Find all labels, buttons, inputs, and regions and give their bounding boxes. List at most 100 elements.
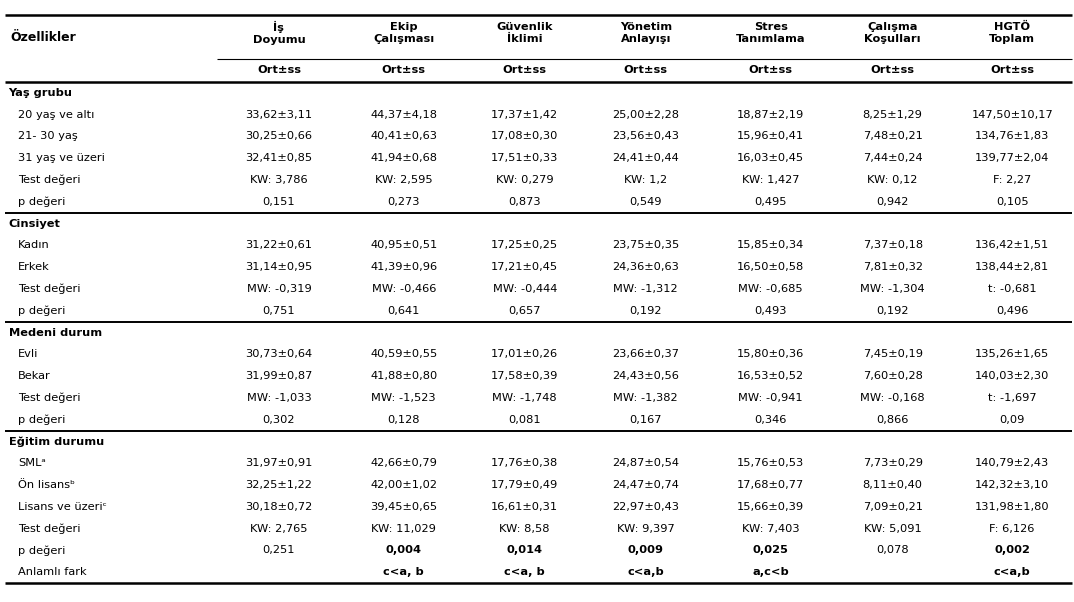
- Text: 17,01±0,26: 17,01±0,26: [491, 349, 558, 359]
- Text: 17,79±0,49: 17,79±0,49: [491, 480, 558, 490]
- Text: 0,167: 0,167: [629, 415, 662, 425]
- Text: 23,75±0,35: 23,75±0,35: [612, 240, 680, 250]
- Text: 142,32±3,10: 142,32±3,10: [975, 480, 1049, 490]
- Text: 15,76±0,53: 15,76±0,53: [737, 458, 804, 468]
- Text: 31,22±0,61: 31,22±0,61: [246, 240, 313, 250]
- Text: 23,56±0,43: 23,56±0,43: [612, 131, 679, 141]
- Text: 8,11±0,40: 8,11±0,40: [862, 480, 923, 490]
- Text: KW: 2,765: KW: 2,765: [250, 524, 307, 534]
- Text: MW: -1,033: MW: -1,033: [247, 393, 311, 403]
- Text: 8,25±1,29: 8,25±1,29: [862, 110, 923, 120]
- Text: Yaş grubu: Yaş grubu: [9, 88, 73, 98]
- Text: 42,00±1,02: 42,00±1,02: [371, 480, 437, 490]
- Text: Ort±ss: Ort±ss: [503, 66, 547, 75]
- Text: 24,87±0,54: 24,87±0,54: [612, 458, 679, 468]
- Text: a,c<b: a,c<b: [752, 567, 789, 577]
- Text: 0,641: 0,641: [388, 306, 420, 316]
- Text: 0,078: 0,078: [876, 545, 909, 556]
- Text: p değeri: p değeri: [18, 196, 66, 207]
- Text: KW: 9,397: KW: 9,397: [616, 524, 674, 534]
- Text: 7,45±0,19: 7,45±0,19: [862, 349, 923, 359]
- Text: Ort±ss: Ort±ss: [381, 66, 425, 75]
- Text: 25,00±2,28: 25,00±2,28: [612, 110, 679, 120]
- Text: 7,44±0,24: 7,44±0,24: [862, 153, 923, 163]
- Text: KW: 1,427: KW: 1,427: [742, 175, 799, 185]
- Text: 17,58±0,39: 17,58±0,39: [491, 371, 558, 381]
- Text: 24,47±0,74: 24,47±0,74: [612, 480, 679, 490]
- Text: 0,346: 0,346: [754, 415, 787, 425]
- Text: 0,657: 0,657: [508, 306, 541, 316]
- Text: 16,61±0,31: 16,61±0,31: [491, 502, 558, 512]
- Text: t: -0,681: t: -0,681: [988, 284, 1036, 294]
- Text: 17,21±0,45: 17,21±0,45: [491, 262, 558, 272]
- Text: Güvenlik
İklimi: Güvenlik İklimi: [496, 22, 553, 44]
- Text: p değeri: p değeri: [18, 414, 66, 425]
- Text: 138,44±2,81: 138,44±2,81: [975, 262, 1049, 272]
- Text: Bekar: Bekar: [18, 371, 50, 381]
- Text: Eğitim durumu: Eğitim durumu: [9, 436, 104, 447]
- Text: Kadın: Kadın: [18, 240, 50, 250]
- Text: Ort±ss: Ort±ss: [749, 66, 793, 75]
- Text: 0,009: 0,009: [628, 545, 664, 556]
- Text: c<a, b: c<a, b: [383, 567, 424, 577]
- Text: MW: -1,382: MW: -1,382: [613, 393, 678, 403]
- Text: 0,081: 0,081: [508, 415, 541, 425]
- Text: 0,942: 0,942: [876, 197, 909, 207]
- Text: p değeri: p değeri: [18, 545, 66, 556]
- Text: 30,18±0,72: 30,18±0,72: [245, 502, 313, 512]
- Text: Test değeri: Test değeri: [18, 175, 81, 185]
- Text: 16,03±0,45: 16,03±0,45: [737, 153, 804, 163]
- Text: Medeni durum: Medeni durum: [9, 327, 102, 338]
- Text: MW: -1,748: MW: -1,748: [493, 393, 557, 403]
- Text: p değeri: p değeri: [18, 305, 66, 316]
- Text: 0,495: 0,495: [754, 197, 787, 207]
- Text: Ekip
Çalışması: Ekip Çalışması: [373, 22, 434, 44]
- Text: c<a,b: c<a,b: [993, 567, 1031, 577]
- Text: 44,37±4,18: 44,37±4,18: [371, 110, 437, 120]
- Text: 0,751: 0,751: [263, 306, 295, 316]
- Text: 134,76±1,83: 134,76±1,83: [975, 131, 1049, 141]
- Text: KW: 0,12: KW: 0,12: [868, 175, 918, 185]
- Text: 15,66±0,39: 15,66±0,39: [737, 502, 804, 512]
- Text: KW: 5,091: KW: 5,091: [863, 524, 921, 534]
- Text: 17,37±1,42: 17,37±1,42: [491, 110, 558, 120]
- Text: 131,98±1,80: 131,98±1,80: [975, 502, 1049, 512]
- Text: 0,192: 0,192: [629, 306, 662, 316]
- Text: 0,493: 0,493: [754, 306, 787, 316]
- Text: 0,549: 0,549: [629, 197, 662, 207]
- Text: 32,41±0,85: 32,41±0,85: [245, 153, 313, 163]
- Text: KW: 7,403: KW: 7,403: [742, 524, 799, 534]
- Text: 31,14±0,95: 31,14±0,95: [245, 262, 313, 272]
- Text: 0,251: 0,251: [263, 545, 295, 556]
- Text: KW: 2,595: KW: 2,595: [375, 175, 433, 185]
- Text: 41,94±0,68: 41,94±0,68: [371, 153, 437, 163]
- Text: 31 yaş ve üzeri: 31 yaş ve üzeri: [18, 153, 105, 163]
- Text: 136,42±1,51: 136,42±1,51: [975, 240, 1049, 250]
- Text: 39,45±0,65: 39,45±0,65: [371, 502, 437, 512]
- Text: 16,50±0,58: 16,50±0,58: [737, 262, 804, 272]
- Text: 15,96±0,41: 15,96±0,41: [737, 131, 804, 141]
- Text: SMLᵃ: SMLᵃ: [18, 458, 46, 468]
- Text: 31,97±0,91: 31,97±0,91: [245, 458, 313, 468]
- Text: KW: 3,786: KW: 3,786: [250, 175, 308, 185]
- Text: 17,25±0,25: 17,25±0,25: [491, 240, 558, 250]
- Text: 15,80±0,36: 15,80±0,36: [737, 349, 804, 359]
- Text: MW: -1,523: MW: -1,523: [372, 393, 436, 403]
- Text: 0,025: 0,025: [753, 545, 788, 556]
- Text: 7,60±0,28: 7,60±0,28: [862, 371, 923, 381]
- Text: 0,002: 0,002: [995, 545, 1030, 556]
- Text: 7,48±0,21: 7,48±0,21: [862, 131, 923, 141]
- Text: 0,866: 0,866: [876, 415, 909, 425]
- Text: 0,192: 0,192: [876, 306, 909, 316]
- Text: 31,99±0,87: 31,99±0,87: [245, 371, 313, 381]
- Text: 17,08±0,30: 17,08±0,30: [491, 131, 558, 141]
- Text: MW: -0,444: MW: -0,444: [493, 284, 557, 294]
- Text: Ort±ss: Ort±ss: [624, 66, 668, 75]
- Text: MW: -0,319: MW: -0,319: [247, 284, 311, 294]
- Text: 0,09: 0,09: [1000, 415, 1025, 425]
- Text: 30,25±0,66: 30,25±0,66: [246, 131, 313, 141]
- Text: 0,128: 0,128: [388, 415, 420, 425]
- Text: 21- 30 yaş: 21- 30 yaş: [18, 131, 78, 141]
- Text: 140,03±2,30: 140,03±2,30: [975, 371, 1049, 381]
- Text: 24,36±0,63: 24,36±0,63: [612, 262, 679, 272]
